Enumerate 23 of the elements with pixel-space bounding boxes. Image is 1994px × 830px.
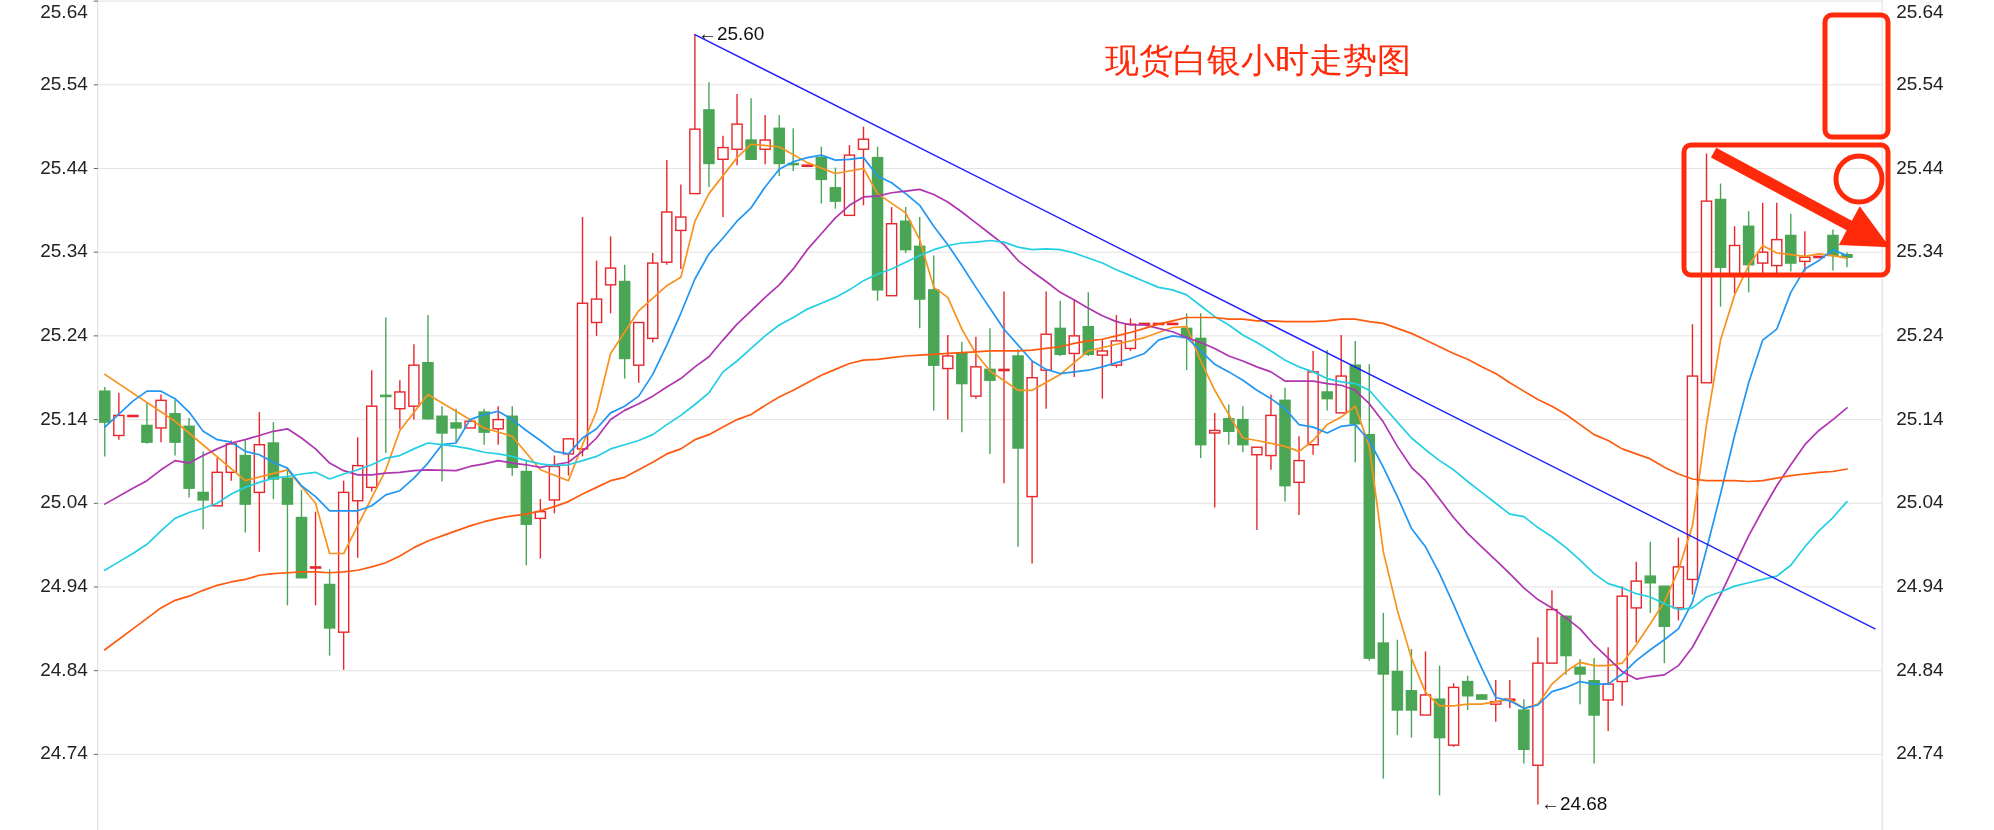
- y2-tick-label: 25.64: [1896, 1, 1945, 23]
- y2-tick-label: 25.44: [1896, 156, 1945, 178]
- annotation: ←24.68: [1540, 792, 1608, 814]
- y2-tick-label: 25.24: [1896, 323, 1945, 345]
- y2-tick-label: 25.34: [1896, 240, 1945, 262]
- text: 现货白银小时走势图: [1105, 39, 1411, 80]
- y2-tick-label: 24.94: [1896, 574, 1945, 596]
- y-tick-label: 25.64: [40, 1, 89, 23]
- y-tick-label: 24.84: [40, 658, 89, 680]
- annotation: ←25.60: [697, 22, 765, 44]
- y-tick-label: 25.04: [40, 491, 89, 513]
- y-tick-label: 25.54: [40, 72, 89, 94]
- y2-tick-label: 25.04: [1896, 491, 1945, 513]
- y-tick-label: 24.94: [40, 574, 89, 596]
- y2-tick-label: 24.74: [1896, 742, 1945, 764]
- y-tick-label: 24.74: [40, 742, 89, 764]
- y2-tick-label: 25.14: [1896, 407, 1945, 429]
- y2-tick-label: 25.54: [1896, 72, 1945, 94]
- y-tick-label: 25.44: [40, 156, 89, 178]
- y-tick-label: 25.34: [40, 240, 89, 262]
- y2-tick-label: 24.84: [1896, 658, 1945, 680]
- y-tick-label: 25.24: [40, 323, 89, 345]
- y-tick-label: 25.14: [40, 407, 89, 429]
